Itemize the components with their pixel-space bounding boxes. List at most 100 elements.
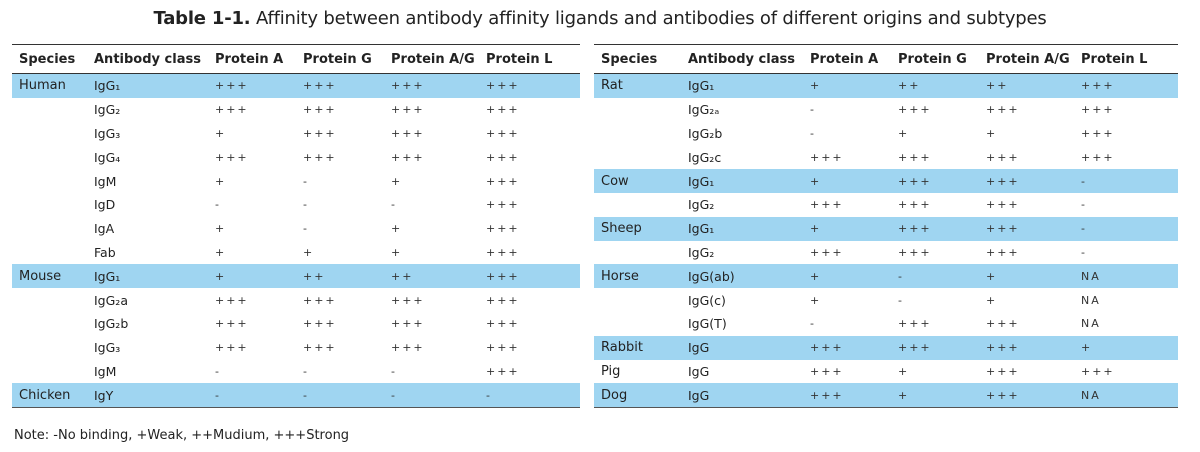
protein-l-cell: +++ <box>1081 150 1115 164</box>
protein-l-cell: +++ <box>486 126 520 140</box>
protein-l-cell: - <box>1081 245 1087 259</box>
protein-a-cell: + <box>215 222 227 236</box>
protein-ag-cell: +++ <box>391 150 425 164</box>
protein-a-cell: + <box>810 79 822 93</box>
table-row: Rabbit IgG +++ +++ +++ + <box>594 335 1178 360</box>
header-protein-g: Protein G <box>303 51 372 67</box>
table-row: Cow IgG₁ + +++ +++ - <box>594 169 1178 193</box>
antibody-class-cell: IgG₂b <box>688 125 723 141</box>
header-protein-l: Protein L <box>1081 51 1148 67</box>
protein-l-cell: +++ <box>1081 103 1115 117</box>
species-cell: Rat <box>601 78 623 94</box>
antibody-class-cell: IgG₃ <box>94 340 121 356</box>
protein-g-cell: - <box>303 174 309 188</box>
table-row: IgG₂ +++ +++ +++ +++ <box>12 98 580 122</box>
protein-ag-cell: +++ <box>391 293 425 307</box>
antibody-class-cell: IgG <box>688 387 710 403</box>
header-antibody-class: Antibody class <box>688 51 795 67</box>
protein-l-cell: - <box>1081 174 1087 188</box>
table-number: Table 1-1. <box>153 8 251 29</box>
protein-a-cell: - <box>215 364 221 378</box>
antibody-class-cell: IgG₁ <box>688 78 715 94</box>
antibody-class-cell: IgD <box>94 197 116 213</box>
right-table-header: Species Antibody class Protein A Protein… <box>594 44 1178 74</box>
species-cell: Pig <box>601 363 621 379</box>
protein-g-cell: + <box>303 245 315 259</box>
left-table: Species Antibody class Protein A Protein… <box>12 44 580 409</box>
protein-g-cell: +++ <box>303 150 337 164</box>
protein-l-cell: NA <box>1081 388 1101 402</box>
protein-g-cell: - <box>898 269 904 283</box>
protein-ag-cell: +++ <box>986 317 1020 331</box>
antibody-class-cell: IgG₂ₐ <box>688 102 720 118</box>
antibody-class-cell: IgG₂ <box>688 244 715 260</box>
protein-g-cell: +++ <box>898 198 932 212</box>
protein-ag-cell: +++ <box>391 341 425 355</box>
protein-a-cell: + <box>810 174 822 188</box>
protein-g-cell: - <box>303 198 309 212</box>
protein-l-cell: +++ <box>486 293 520 307</box>
table-row: IgG₂ +++ +++ +++ - <box>594 241 1178 265</box>
protein-ag-cell: +++ <box>986 341 1020 355</box>
protein-l-cell: +++ <box>486 150 520 164</box>
species-cell: Human <box>19 78 66 94</box>
antibody-class-cell: Fab <box>94 244 116 260</box>
protein-ag-cell: + <box>391 174 403 188</box>
protein-a-cell: +++ <box>215 150 249 164</box>
protein-l-cell: +++ <box>486 317 520 331</box>
protein-a-cell: + <box>215 174 227 188</box>
protein-l-cell: +++ <box>486 245 520 259</box>
species-cell: Horse <box>601 268 639 284</box>
table-row: IgD - - - +++ <box>12 193 580 217</box>
protein-a-cell: + <box>810 269 822 283</box>
protein-g-cell: + <box>898 388 910 402</box>
protein-a-cell: + <box>810 293 822 307</box>
antibody-class-cell: IgG(T) <box>688 316 727 332</box>
protein-ag-cell: ++ <box>986 79 1009 93</box>
table-row: Human IgG₁ +++ +++ +++ +++ <box>12 74 580 98</box>
protein-g-cell: +++ <box>898 150 932 164</box>
table-caption: Affinity between antibody affinity ligan… <box>255 8 1047 29</box>
protein-l-cell: +++ <box>1081 79 1115 93</box>
header-species: Species <box>19 51 76 67</box>
antibody-class-cell: IgG₂c <box>688 149 722 165</box>
species-cell: Dog <box>601 387 628 403</box>
protein-ag-cell: +++ <box>391 103 425 117</box>
table-title: Table 1-1. Affinity between antibody aff… <box>0 8 1200 29</box>
protein-g-cell: - <box>303 222 309 236</box>
protein-ag-cell: +++ <box>986 245 1020 259</box>
protein-ag-cell: + <box>986 126 998 140</box>
protein-a-cell: +++ <box>810 245 844 259</box>
table-row: IgG₄ +++ +++ +++ +++ <box>12 145 580 169</box>
header-species: Species <box>601 51 658 67</box>
protein-g-cell: +++ <box>303 341 337 355</box>
protein-a-cell: +++ <box>215 341 249 355</box>
header-antibody-class: Antibody class <box>94 51 201 67</box>
species-cell: Sheep <box>601 221 642 237</box>
protein-l-cell: +++ <box>486 103 520 117</box>
protein-l-cell: NA <box>1081 269 1101 283</box>
left-table-header: Species Antibody class Protein A Protein… <box>12 44 580 74</box>
protein-g-cell: + <box>898 364 910 378</box>
table-row: IgM + - + +++ <box>12 169 580 193</box>
table-row: IgG(c) + - + NA <box>594 288 1178 312</box>
protein-ag-cell: +++ <box>986 364 1020 378</box>
protein-a-cell: - <box>215 198 221 212</box>
table-row: IgA + - + +++ <box>12 217 580 241</box>
protein-a-cell: + <box>810 222 822 236</box>
table-row: Mouse IgG₁ + ++ ++ +++ <box>12 264 580 289</box>
header-protein-ag: Protein A/G <box>391 51 475 67</box>
protein-l-cell: - <box>486 388 492 402</box>
antibody-class-cell: IgG <box>688 340 710 356</box>
table-row: IgG₃ + +++ +++ +++ <box>12 122 580 146</box>
protein-ag-cell: + <box>986 293 998 307</box>
protein-ag-cell: +++ <box>391 126 425 140</box>
protein-g-cell: +++ <box>303 79 337 93</box>
header-protein-a: Protein A <box>215 51 284 67</box>
antibody-class-cell: IgG₂ <box>688 197 715 213</box>
right-table: Species Antibody class Protein A Protein… <box>594 44 1178 409</box>
antibody-class-cell: IgG₁ <box>688 221 715 237</box>
table-note: Note: -No binding, +Weak, ++Mudium, +++S… <box>14 428 350 443</box>
protein-a-cell: + <box>215 245 227 259</box>
protein-g-cell: - <box>303 364 309 378</box>
